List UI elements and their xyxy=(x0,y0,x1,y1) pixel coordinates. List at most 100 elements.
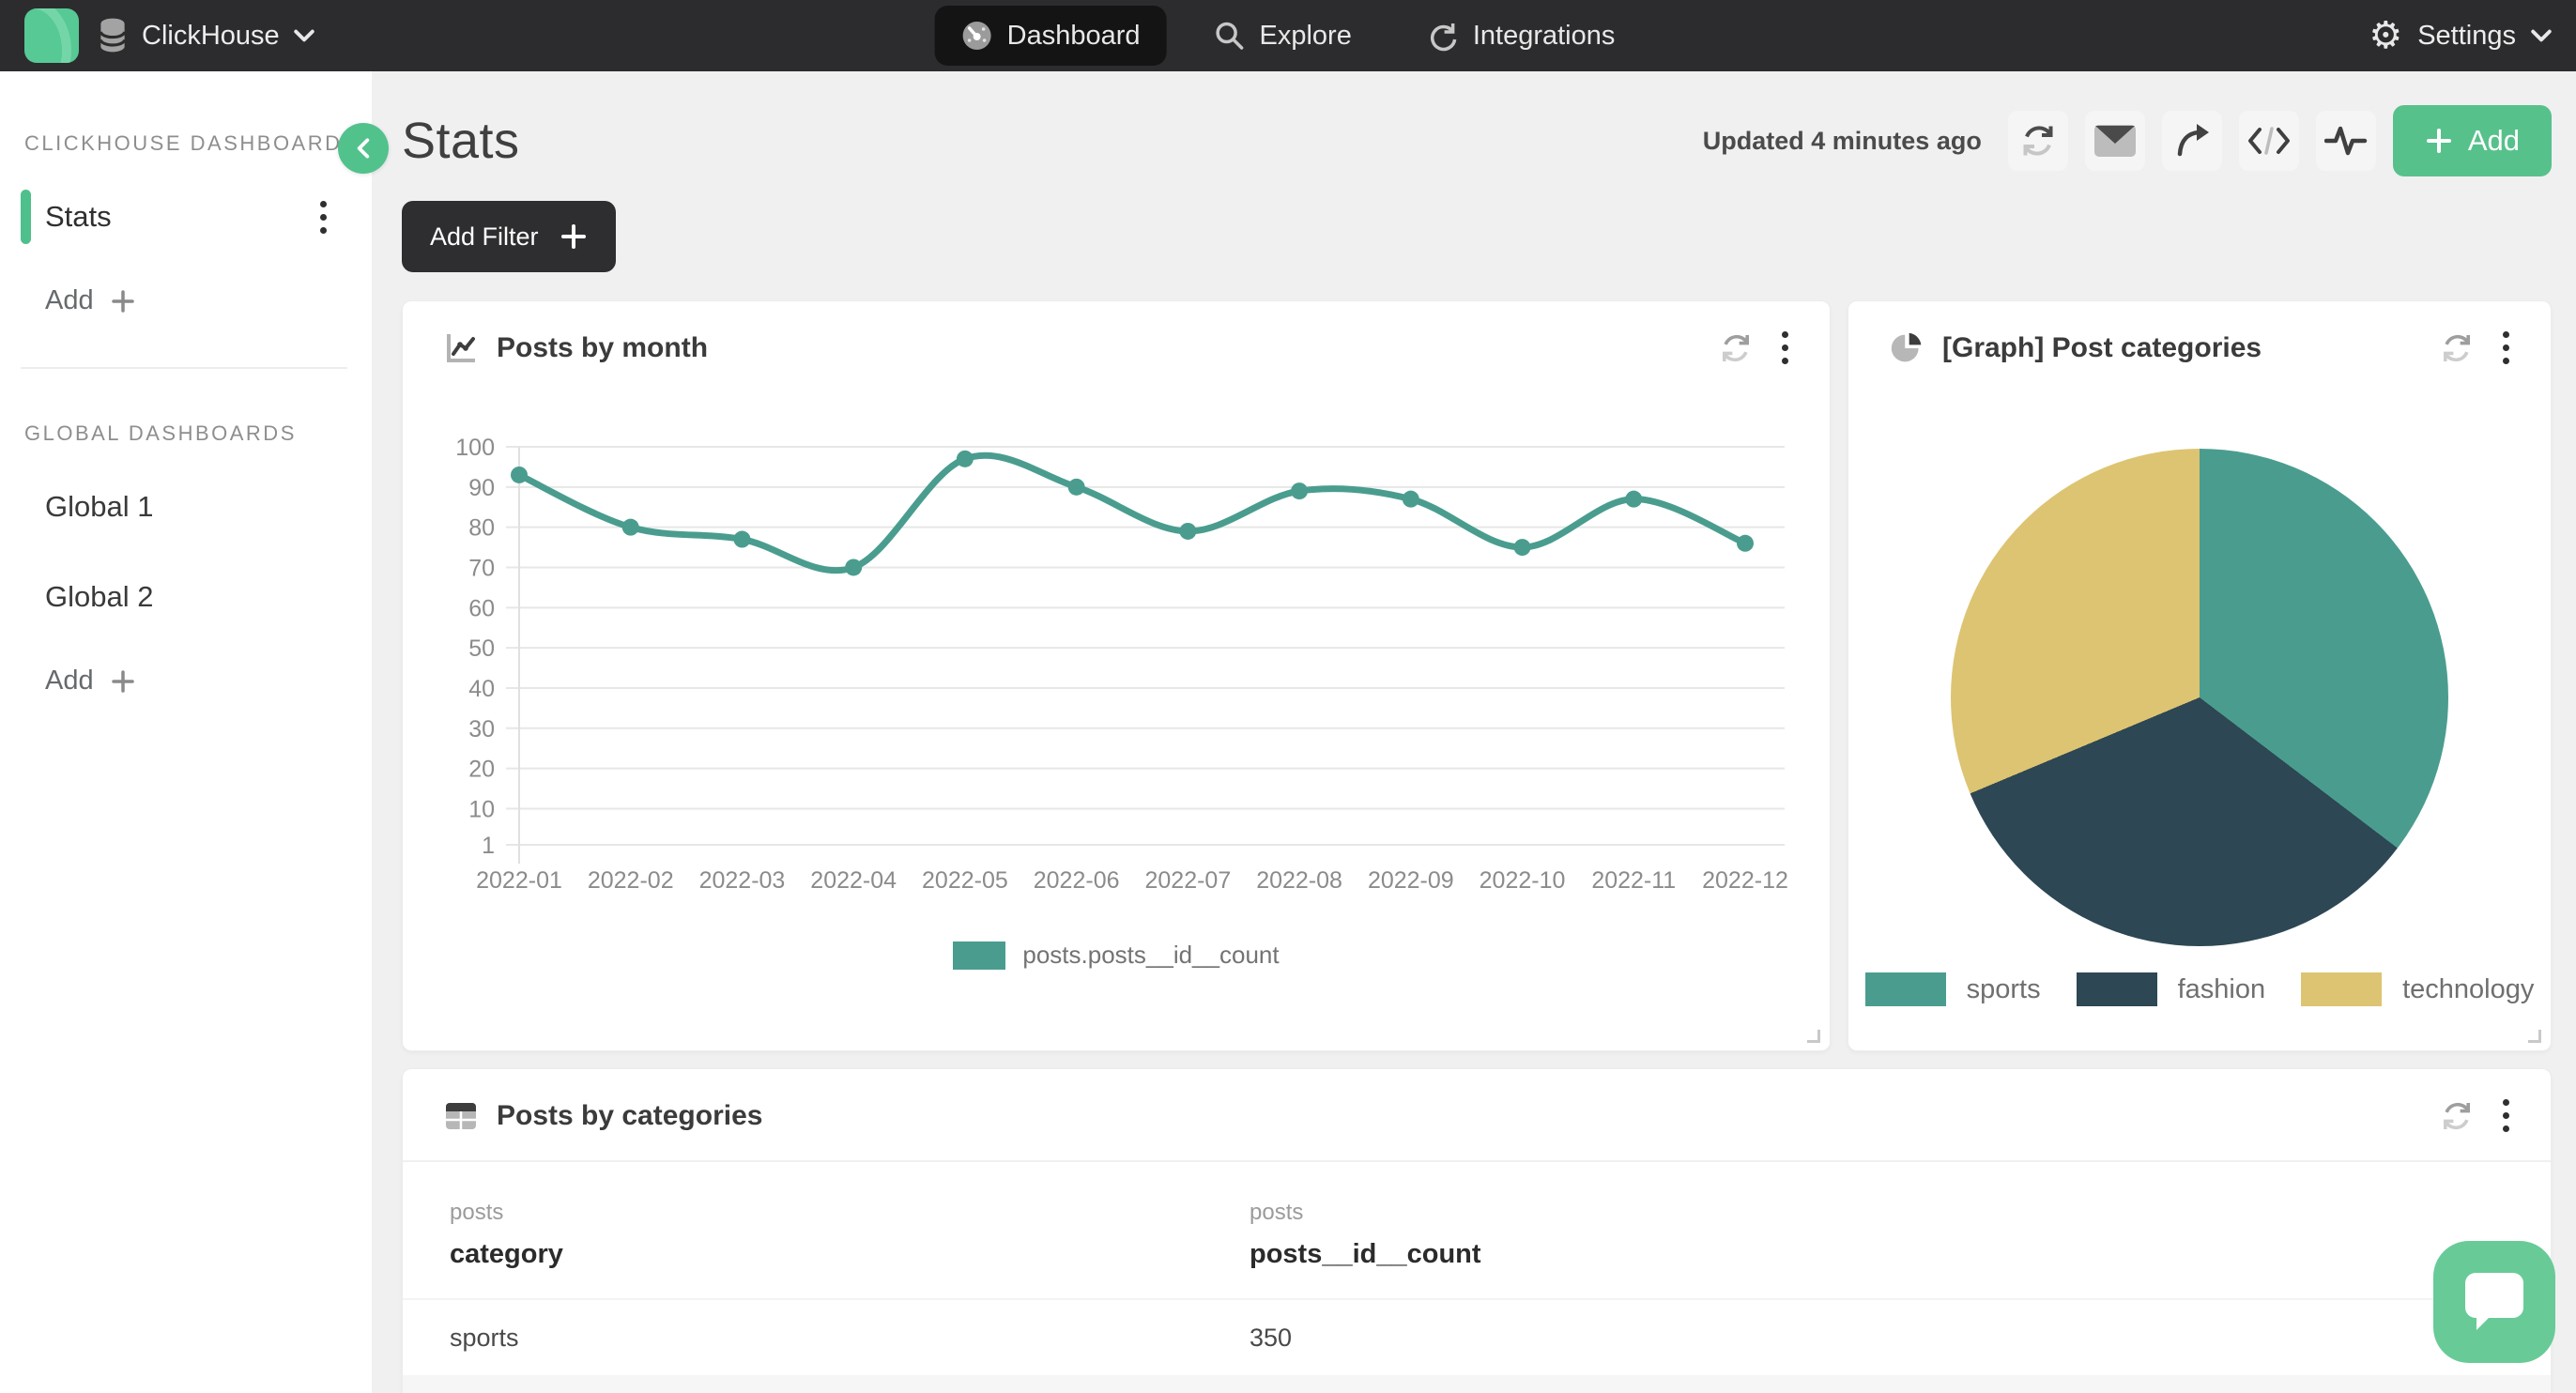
divider xyxy=(403,1160,2551,1162)
embed-code-button[interactable] xyxy=(2238,111,2299,171)
svg-text:2022-01: 2022-01 xyxy=(476,867,562,894)
add-filter-button[interactable]: Add Filter xyxy=(402,201,616,272)
sidebar-collapse-button[interactable] xyxy=(338,123,389,174)
mail-icon xyxy=(2093,125,2136,157)
gauge-icon xyxy=(961,20,993,52)
refresh-icon[interactable] xyxy=(1718,330,1754,366)
legend-item-sports[interactable]: sports xyxy=(1864,972,2041,1006)
svg-text:2022-10: 2022-10 xyxy=(1480,867,1566,894)
svg-text:2022-03: 2022-03 xyxy=(699,867,786,894)
tab-explore[interactable]: Explore xyxy=(1188,6,1378,66)
workspace-switcher[interactable]: ClickHouse xyxy=(98,17,314,54)
chat-bubble-icon xyxy=(2464,1273,2524,1331)
line-legend-swatch xyxy=(953,941,1006,970)
app-logo[interactable] xyxy=(24,8,79,63)
svg-text:2022-07: 2022-07 xyxy=(1144,867,1231,894)
cell-category: sports xyxy=(450,1323,519,1352)
resize-handle[interactable] xyxy=(2528,1030,2541,1043)
svg-text:20: 20 xyxy=(468,757,495,783)
line-chart-legend[interactable]: posts.posts__id__count xyxy=(403,941,1830,970)
svg-text:40: 40 xyxy=(468,676,495,702)
sidebar-item-global-2[interactable]: Global 2 xyxy=(45,580,154,613)
table-row[interactable]: fashion 330 xyxy=(403,1375,2551,1393)
legend-swatch xyxy=(2076,972,2157,1006)
legend-label: technology xyxy=(2402,973,2535,1004)
main-nav-tabs: Dashboard Explore Integrations xyxy=(934,5,1642,67)
sidebar-item-stats[interactable]: Stats xyxy=(0,188,372,246)
add-dashboard-button[interactable]: Add xyxy=(45,285,372,316)
kebab-menu-icon[interactable] xyxy=(2499,1095,2513,1136)
column-header-count[interactable]: posts__id__count xyxy=(1250,1239,1481,1269)
tab-integrations[interactable]: Integrations xyxy=(1399,5,1642,67)
kebab-menu-icon[interactable] xyxy=(316,197,330,237)
svg-text:2022-05: 2022-05 xyxy=(922,867,1008,894)
email-report-button[interactable] xyxy=(2084,111,2145,171)
main-content: Stats Updated 4 minutes ago xyxy=(372,71,2576,1393)
legend-swatch xyxy=(2301,972,2383,1006)
legend-label: sports xyxy=(1966,973,2041,1004)
svg-text:100: 100 xyxy=(455,435,495,461)
svg-text:2022-02: 2022-02 xyxy=(588,867,674,894)
card-posts-by-categories: Posts by categories posts category posts… xyxy=(402,1068,2552,1393)
pulse-icon xyxy=(2323,126,2368,156)
svg-text:2022-12: 2022-12 xyxy=(1702,867,1788,894)
card-title: [Graph] Post categories xyxy=(1942,331,2262,363)
plus-icon xyxy=(111,289,135,314)
column-group: posts xyxy=(1250,1200,1304,1225)
updated-timestamp: Updated 4 minutes ago xyxy=(1702,126,1982,155)
tab-dashboard[interactable]: Dashboard xyxy=(934,6,1167,66)
kebab-menu-icon[interactable] xyxy=(1778,328,1792,368)
chat-widget-button[interactable] xyxy=(2433,1241,2555,1363)
top-navbar: ClickHouse Dashboard Explore Integration… xyxy=(0,0,2576,71)
pie-chart-icon xyxy=(1890,331,1924,365)
legend-label: fashion xyxy=(2177,973,2266,1004)
card-posts-by-month: Posts by month 100 90 80 70 60 50 40 30 20 10 1 202… xyxy=(402,300,1831,1051)
refresh-icon[interactable] xyxy=(2439,330,2475,366)
svg-text:30: 30 xyxy=(468,716,495,742)
pie-chart xyxy=(1951,449,2448,946)
column-group: posts xyxy=(450,1200,504,1225)
svg-text:2022-04: 2022-04 xyxy=(810,867,897,894)
activity-button[interactable] xyxy=(2315,111,2376,171)
svg-text:10: 10 xyxy=(468,796,495,822)
add-chart-button[interactable]: Add xyxy=(2392,105,2552,176)
chevron-down-icon xyxy=(293,29,314,42)
gear-icon: ⚙ xyxy=(2369,14,2403,57)
plus-icon xyxy=(560,222,588,251)
line-legend-label: posts.posts__id__count xyxy=(1022,941,1280,969)
card-title: Posts by categories xyxy=(497,1099,763,1131)
svg-text:60: 60 xyxy=(468,595,495,621)
table-icon xyxy=(444,1101,478,1131)
svg-text:2022-09: 2022-09 xyxy=(1368,867,1454,894)
svg-text:50: 50 xyxy=(468,635,495,662)
plus-icon xyxy=(2425,127,2453,155)
sync-icon xyxy=(1425,19,1459,53)
share-button[interactable] xyxy=(2161,111,2222,171)
divider xyxy=(403,1298,2551,1300)
refresh-icon[interactable] xyxy=(2439,1098,2475,1134)
share-icon xyxy=(2177,124,2209,157)
legend-item-technology[interactable]: technology xyxy=(2301,972,2534,1006)
svg-text:70: 70 xyxy=(468,555,495,581)
sidebar-divider xyxy=(21,367,347,369)
workspace-name: ClickHouse xyxy=(142,20,280,51)
settings-menu[interactable]: ⚙ Settings xyxy=(2369,17,2552,54)
sidebar-item-global-1[interactable]: Global 1 xyxy=(45,490,154,523)
table-column-headers: posts category posts posts__id__count xyxy=(403,1162,2551,1298)
card-post-categories: [Graph] Post categories sports fashion tec… xyxy=(1848,300,2552,1051)
svg-text:2022-11: 2022-11 xyxy=(1591,867,1676,894)
tab-label: Explore xyxy=(1259,20,1352,51)
active-indicator xyxy=(21,190,31,244)
legend-item-fashion[interactable]: fashion xyxy=(2076,972,2266,1006)
legend-swatch xyxy=(1864,972,1946,1006)
refresh-button[interactable] xyxy=(2007,111,2068,171)
svg-text:1: 1 xyxy=(482,833,495,859)
kebab-menu-icon[interactable] xyxy=(2499,328,2513,368)
cell-count: 350 xyxy=(1250,1323,1293,1352)
svg-text:80: 80 xyxy=(468,515,495,542)
table-row[interactable]: sports 350 xyxy=(403,1300,2551,1375)
column-header-category[interactable]: category xyxy=(450,1239,563,1269)
resize-handle[interactable] xyxy=(1807,1030,1820,1043)
chevron-left-icon xyxy=(353,136,374,161)
add-global-dashboard-button[interactable]: Add xyxy=(45,666,372,696)
